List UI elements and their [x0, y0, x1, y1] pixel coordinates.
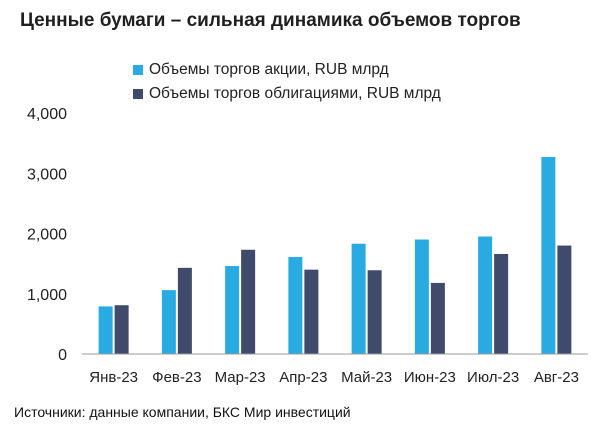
x-tick-label: Май-23	[341, 369, 392, 386]
legend-swatch-stocks	[133, 65, 143, 75]
x-tick-label: Янв-23	[89, 369, 138, 386]
legend-label-bonds: Объемы торгов облигациями, RUB млрд	[149, 85, 441, 102]
bar-bonds	[494, 253, 509, 354]
bar-stocks	[225, 266, 240, 354]
bar-stocks	[161, 290, 176, 354]
bar-bonds	[114, 305, 129, 354]
bar-bonds	[241, 249, 256, 354]
bar-bonds	[177, 267, 192, 354]
legend-swatch-bonds	[133, 89, 143, 99]
bar-bonds	[430, 282, 445, 354]
y-tick-label: 2,000	[27, 227, 67, 244]
source-note: Источники: данные компании, БКС Мир инве…	[14, 404, 351, 420]
legend-item-stocks: Объемы торгов акции, RUB млрд	[133, 58, 441, 82]
x-tick-label: Апр-23	[279, 369, 327, 386]
bar-bonds	[557, 245, 572, 354]
y-tick-label: 3,000	[27, 166, 67, 183]
bar-stocks	[478, 236, 493, 354]
legend-label-stocks: Объемы торгов акции, RUB млрд	[149, 61, 389, 78]
bar-stocks	[288, 256, 303, 354]
x-tick-label: Авг-23	[534, 369, 579, 386]
legend-item-bonds: Объемы торгов облигациями, RUB млрд	[133, 82, 441, 106]
bar-stocks	[98, 306, 113, 354]
bar-stocks	[414, 239, 429, 354]
y-tick-label: 1,000	[27, 287, 67, 304]
bar-stocks	[541, 156, 556, 354]
legend: Объемы торгов акции, RUB млрд Объемы тор…	[133, 58, 441, 106]
y-tick-label: 4,000	[27, 106, 67, 123]
x-tick-label: Фев-23	[152, 369, 201, 386]
bar-bonds	[367, 270, 382, 354]
y-tick-label: 0	[58, 347, 67, 364]
bar-stocks	[351, 243, 366, 354]
bar-bonds	[304, 269, 319, 354]
x-tick-label: Мар-23	[215, 369, 266, 386]
chart-title: Ценные бумаги – сильная динамика объемов…	[20, 10, 521, 31]
x-tick-label: Июн-23	[404, 369, 456, 386]
x-tick-label: Июл-23	[467, 369, 519, 386]
